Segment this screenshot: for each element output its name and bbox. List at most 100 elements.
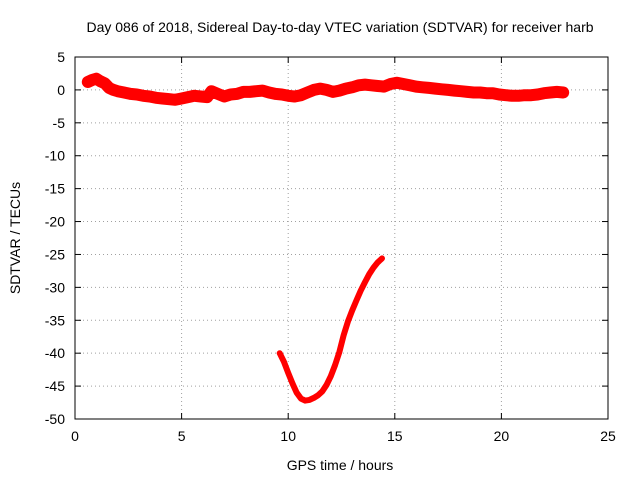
data-point [307,397,312,403]
data-point [509,92,516,99]
data-point [406,82,413,89]
data-point [317,85,324,92]
data-point [336,87,343,94]
data-point [336,349,342,355]
data-point [353,298,359,303]
x-tick-label: 20 [494,428,510,444]
data-point [278,91,285,98]
data-point [185,94,191,101]
data-point [121,89,127,96]
data-point [281,359,287,365]
y-tick-label: -30 [45,279,65,295]
data-point [470,89,477,96]
y-tick-label: -5 [53,115,66,131]
data-point [285,370,291,376]
data-point [457,88,464,95]
x-axis-label: GPS time / hours [287,457,394,473]
data-point [114,88,121,95]
data-point [324,382,330,388]
y-tick-label: -25 [45,246,65,262]
data-point [328,373,334,379]
data-point [294,390,300,396]
y-tick-label: -15 [45,181,65,197]
data-point [502,92,509,99]
y-tick-label: -40 [45,345,65,361]
data-point [159,95,166,102]
data-point [489,90,496,97]
data-point [387,81,394,87]
y-tick-label: -10 [45,148,65,164]
y-tick-label: -50 [45,411,65,427]
y-tick-label: 0 [57,82,65,98]
data-point [304,89,311,96]
data-point [204,94,211,101]
data-point [483,90,490,97]
data-point [153,94,159,101]
data-point [496,91,503,98]
data-point [451,87,458,94]
data-point [528,92,535,99]
data-point [165,96,172,103]
data-point [400,81,407,87]
data-point [375,259,381,265]
data-point [266,89,272,96]
x-tick-label: 15 [387,428,403,444]
data-point [362,279,368,285]
data-point [146,93,153,100]
data-point [319,388,325,394]
data-point [302,398,308,404]
data-point [393,79,400,86]
data-point [358,288,364,294]
data-point [208,88,215,95]
data-point [246,88,253,95]
data-point [413,83,420,90]
data-point [298,396,304,402]
data-point [534,91,541,98]
y-tick-label: -45 [45,378,65,394]
data-point [345,319,351,325]
data-point [191,92,198,99]
data-point [464,88,471,95]
y-axis-label: SDTVAR / TECUs [7,182,23,294]
data-point [349,307,355,313]
data-point [362,81,368,88]
data-point [515,92,522,99]
series-layer [81,72,570,404]
data-point [553,88,560,95]
data-point [342,85,349,92]
x-tick-label: 10 [280,428,296,444]
data-point [419,84,426,91]
data-point [291,93,298,100]
data-point [127,90,134,97]
data-point [140,92,147,99]
y-tick-label: 5 [57,49,65,65]
data-point [101,80,108,87]
data-point [272,90,279,97]
x-tick-label: 0 [71,428,79,444]
data-point [425,84,432,91]
data-point [234,90,240,97]
data-point [379,255,385,261]
data-point [438,86,445,93]
data-point [277,350,283,356]
data-point [445,86,452,93]
data-point [221,93,228,100]
y-tick-label: -35 [45,312,65,328]
data-point [214,90,221,97]
y-tick-label: -20 [45,214,65,230]
data-point [349,84,356,91]
data-point [371,265,376,271]
data-point [311,395,317,401]
chart-title: Day 086 of 2018, Sidereal Day-to-day VTE… [86,19,593,35]
data-point [366,271,372,277]
data-point [521,92,528,99]
data-point [330,88,336,95]
data-point [332,362,338,368]
tick-labels: 0 5 10 15 20 25 5 0 -5 -10 -15 -20 -25 -30 -35 -40 -45 -5… [45,49,616,444]
plot-frame [74,56,609,420]
data-point [253,88,260,95]
data-point [178,95,185,102]
data-point [197,93,204,100]
data-point [541,90,547,97]
